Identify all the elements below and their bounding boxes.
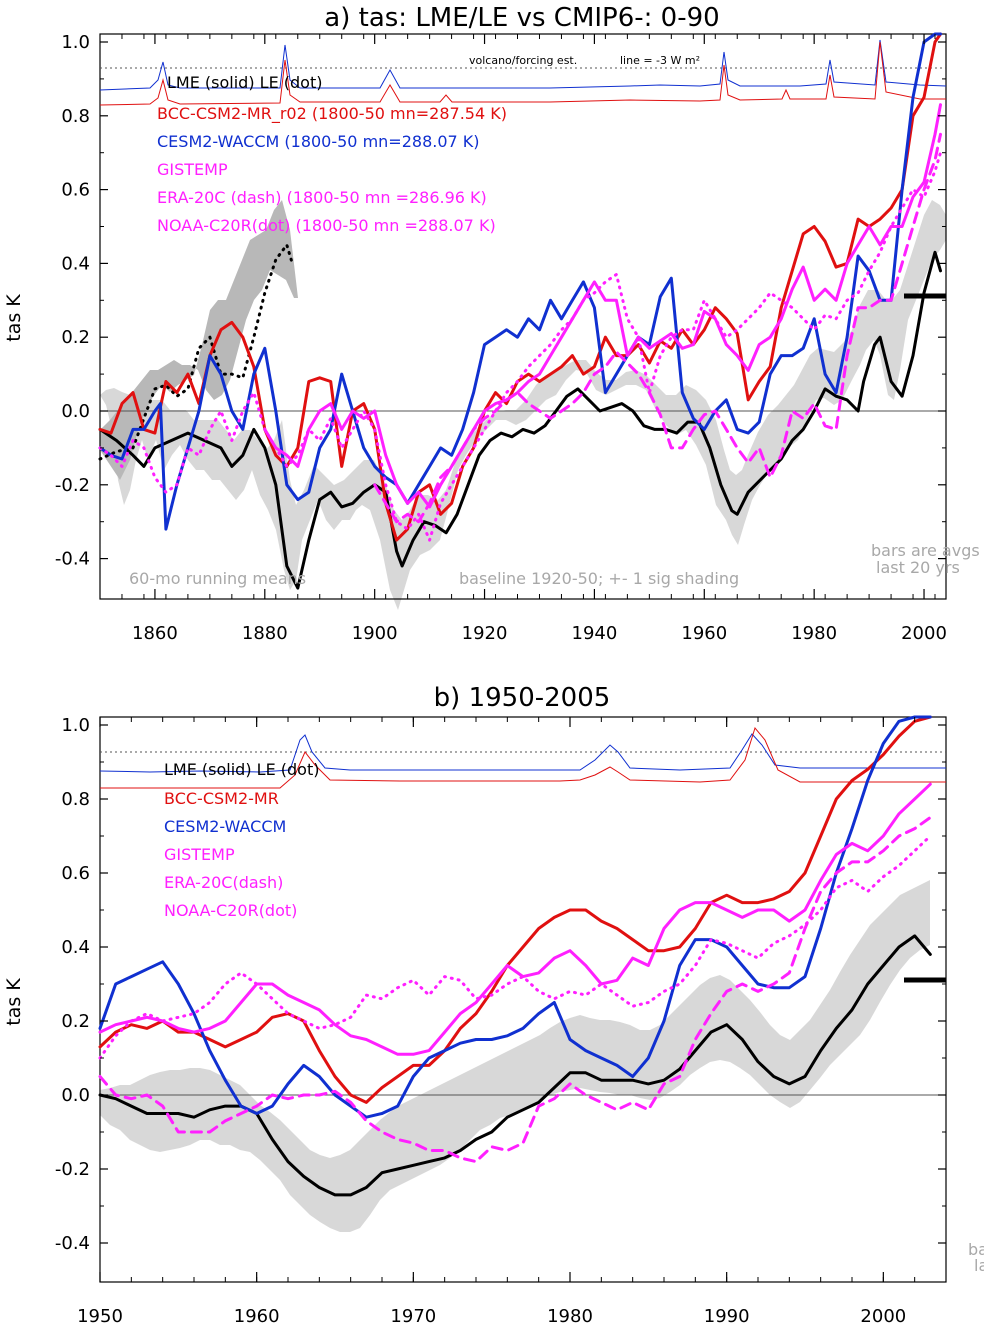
panel-a-legend-era20c: ERA-20C (dash) (1800-50 mn =286.96 K) xyxy=(157,188,487,207)
panel-b-y-tick-label: 0.8 xyxy=(61,789,90,810)
panel-a-x-ticks: 1860 1880 1900 1920 1940 1960 1980 2000 xyxy=(99,34,947,644)
panel-a-legend: LME (solid) LE (dot) BCC-CSM2-MR_r02 (18… xyxy=(157,73,507,235)
panel-b-series-era-20c-dash xyxy=(98,816,932,1164)
panel-b-series-noaa-c20r-dot xyxy=(98,834,932,1060)
panel-a-series-era-20c-dash xyxy=(373,132,942,524)
panel-a-ylabel: tas K xyxy=(3,294,25,342)
panel-b-x-tick-label: 1950 xyxy=(77,1306,123,1325)
panel-a-uncertainty-shading xyxy=(100,200,946,610)
panel-b-legend-era20c: ERA-20C(dash) xyxy=(164,873,283,892)
panel-a: a) tas: LME/LE vs CMIP6-: 0-90 tas K -0.… xyxy=(3,3,980,644)
panel-a-x-tick-label: 1980 xyxy=(791,623,837,644)
panel-a-legend-lme: LME (solid) LE (dot) xyxy=(167,73,322,92)
panel-b-x-tick-label: 1980 xyxy=(547,1306,593,1325)
panel-a-forcing-note: line = -3 W m² xyxy=(620,54,700,67)
panel-b-series-lme-solid xyxy=(98,934,932,1197)
panel-b-legend-noaa: NOAA-C20R(dot) xyxy=(164,901,297,920)
panel-a-series-gistemp xyxy=(263,103,942,509)
panel-b-series-cesm2-waccm xyxy=(98,715,932,1119)
panel-b-legend-bcc: BCC-CSM2-MR xyxy=(164,789,279,808)
panel-a-legend-cesm: CESM2-WACCM (1800-50 mn=288.07 K) xyxy=(157,132,480,151)
panel-a-legend-noaa: NOAA-C20R(dot) (1800-50 mn =288.07 K) xyxy=(157,216,496,235)
panel-b-forcing-curves xyxy=(99,726,946,789)
panel-b-frame xyxy=(99,716,947,1283)
panel-b-x-tick-label: 1990 xyxy=(704,1306,750,1325)
panel-a-frame xyxy=(99,33,947,600)
panel-a-y-tick-label: -0.4 xyxy=(55,549,90,570)
panel-b-x-ticks: 1950 1960 1970 1980 1990 2000 xyxy=(77,717,947,1325)
panel-b-y-tick-label: 0.6 xyxy=(61,863,90,884)
panel-a-series-bcc-csm2-mr-r02 xyxy=(98,32,942,542)
panel-a-series-noaa-c20r-dot xyxy=(98,151,942,542)
panel-a-volcano-note: volcano/forcing est. xyxy=(469,54,577,67)
panel-b-series xyxy=(98,715,932,1197)
panel-a-running-means-note: 60-mo running means xyxy=(129,569,306,588)
panel-a-x-tick-label: 2000 xyxy=(901,623,947,644)
panel-b-legend-gistemp: GISTEMP xyxy=(164,845,235,864)
panel-a-y-tick-label: 0.0 xyxy=(61,401,90,422)
panel-b-x-tick-label: 2000 xyxy=(860,1306,906,1325)
panel-b-y-tick-label: -0.4 xyxy=(55,1233,90,1254)
panel-b-x-tick-label: 1960 xyxy=(234,1306,280,1325)
panel-a-y-tick-label: 0.8 xyxy=(61,106,90,127)
panel-b-ylabel: tas K xyxy=(3,978,25,1026)
panel-b-y-ticks: -0.4 -0.2 0.0 0.2 0.4 0.6 0.8 1.0 xyxy=(55,715,946,1254)
panel-a-y-tick-label: 0.4 xyxy=(61,253,90,274)
panel-a-series-le-dot xyxy=(98,243,294,461)
panel-b-y-tick-label: 0.4 xyxy=(61,937,90,958)
panel-a-forcing-curves xyxy=(99,39,947,106)
panel-b-series-gistemp xyxy=(98,782,932,1056)
panel-a-bars-note-2: last 20 yrs xyxy=(876,558,960,577)
panel-a-x-tick-label: 1920 xyxy=(462,623,508,644)
panel-b-series-bcc-csm2-mr xyxy=(98,715,932,1104)
panel-a-series xyxy=(98,32,942,590)
panel-a-y-tick-label: 1.0 xyxy=(61,32,90,53)
panel-a-legend-gistemp: GISTEMP xyxy=(157,160,228,179)
panel-a-x-tick-label: 1860 xyxy=(132,623,178,644)
panel-b-title: b) 1950-2005 xyxy=(434,683,611,713)
panel-a-x-tick-label: 1940 xyxy=(572,623,618,644)
panel-b-bars-note-1: ba xyxy=(968,1240,984,1259)
panel-a-series-cesm2-waccm xyxy=(98,32,942,531)
panel-a-y-tick-label: -0.2 xyxy=(55,475,90,496)
panel-b-y-tick-label: 1.0 xyxy=(61,715,90,736)
panel-b-y-tick-label: 0.0 xyxy=(61,1085,90,1106)
panel-a-y-ticks: -0.4 -0.2 0.0 0.2 0.4 0.6 0.8 1.0 xyxy=(55,32,946,570)
panel-a-y-tick-label: 0.6 xyxy=(61,180,90,201)
panel-b-y-tick-label: -0.2 xyxy=(55,1159,90,1180)
panel-b: b) 1950-2005 tas K -0.4 -0.2 0.0 0.2 0.4 0.6 0… xyxy=(3,683,984,1325)
panel-b-x-tick-label: 1970 xyxy=(390,1306,436,1325)
panel-a-x-tick-label: 1960 xyxy=(681,623,727,644)
panel-a-y-tick-label: 0.2 xyxy=(61,327,90,348)
panel-b-uncertainty-shading xyxy=(100,880,930,1232)
panel-a-baseline-note: baseline 1920-50; +- 1 sig shading xyxy=(459,569,739,588)
panel-b-y-tick-label: 0.2 xyxy=(61,1011,90,1032)
panel-b-bars-note-2: la xyxy=(974,1256,984,1275)
panel-b-legend-cesm: CESM2-WACCM xyxy=(164,817,286,836)
panel-a-bars-note-1: bars are avgs xyxy=(871,541,980,560)
panel-a-x-tick-label: 1880 xyxy=(242,623,288,644)
panel-a-series-lme-solid xyxy=(98,250,942,590)
panel-a-title: a) tas: LME/LE vs CMIP6-: 0-90 xyxy=(324,3,719,33)
panel-b-legend: LME (solid) LE (dot) BCC-CSM2-MR CESM2-W… xyxy=(164,760,319,920)
panel-a-x-tick-label: 1900 xyxy=(352,623,398,644)
panel-a-legend-bcc: BCC-CSM2-MR_r02 (1800-50 mn=287.54 K) xyxy=(157,104,507,124)
panel-b-legend-lme: LME (solid) LE (dot) xyxy=(164,760,319,779)
